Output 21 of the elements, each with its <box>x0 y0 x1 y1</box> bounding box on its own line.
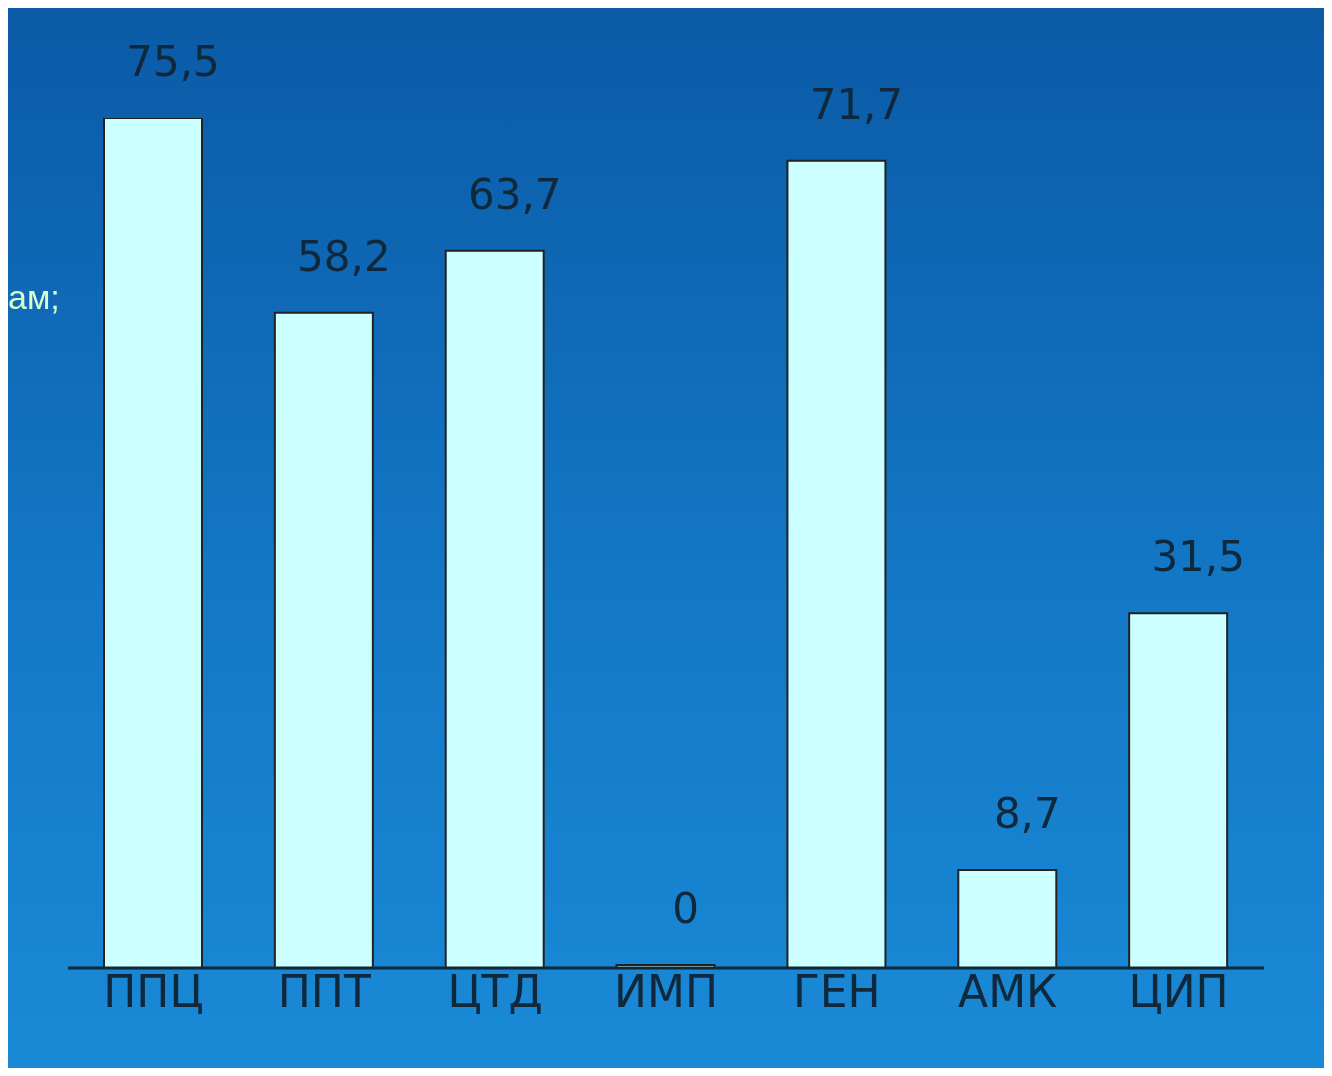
data-label: 71,7 <box>809 79 904 129</box>
data-label: 63,7 <box>467 169 562 219</box>
x-tick-label: ППТ <box>277 966 371 1018</box>
x-tick-label: ЦИП <box>1128 966 1229 1018</box>
bar <box>103 118 203 968</box>
bar <box>444 249 545 968</box>
data-label: 0 <box>672 884 699 933</box>
data-label: 75,5 <box>126 37 220 86</box>
text: ам; <box>8 278 60 317</box>
x-tick-label: ГЕН <box>792 966 881 1018</box>
data-label: 8,7 <box>993 789 1061 839</box>
bar <box>273 311 374 968</box>
data-label: 31,5 <box>1151 532 1245 582</box>
bar <box>786 159 887 968</box>
x-tick-label: ЦТД <box>447 966 543 1018</box>
bar <box>957 869 1058 968</box>
data-label: 58,2 <box>297 231 391 281</box>
x-tick-label: АМК <box>958 966 1058 1018</box>
bar <box>1128 612 1229 968</box>
x-tick-label: ИМП <box>614 966 718 1018</box>
x-tick-label: ППЦ <box>103 966 204 1018</box>
